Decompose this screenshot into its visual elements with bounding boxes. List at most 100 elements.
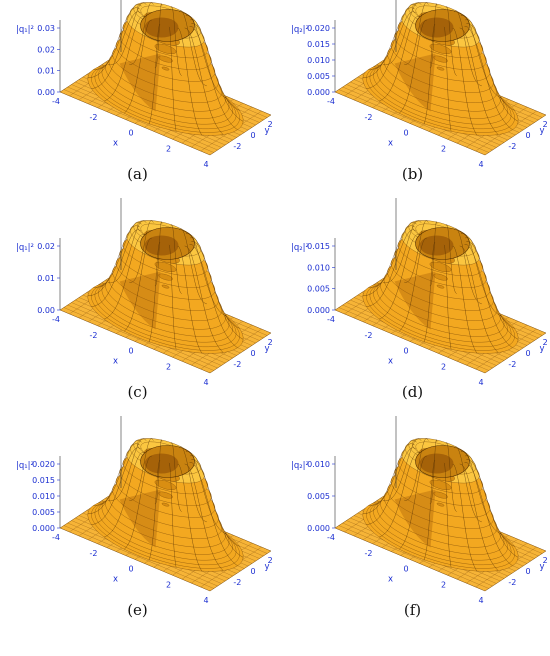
z-tick-label: 0.000 xyxy=(307,306,330,315)
surface-plot-f: 0.000 0.005 0.010|q₂|² -4 -2 0 2 4 x 2 0 -2 y xyxy=(291,416,548,605)
y-axis-label: y xyxy=(540,562,545,572)
y-tick-label: 0 xyxy=(526,349,531,358)
x-tick-label: 0 xyxy=(403,347,408,356)
z-tick-label: 0.02 xyxy=(37,242,55,251)
y-axis: 2 0 -2 y xyxy=(508,120,547,151)
x-tick-label: 4 xyxy=(478,160,483,169)
z-tick-label: 0.01 xyxy=(37,274,55,283)
x-tick-label: 0 xyxy=(128,347,133,356)
z-axis: 0.00 0.01 0.02|q₁|² xyxy=(16,242,60,315)
z-axis-label: |q₂|² xyxy=(291,461,309,471)
y-tick-label: 2 xyxy=(543,556,548,565)
y-axis-label: y xyxy=(265,344,270,354)
x-axis-label: x xyxy=(388,139,393,149)
x-tick-label: 2 xyxy=(166,580,171,589)
x-tick-label: 2 xyxy=(166,144,171,153)
panel-caption: (e) xyxy=(127,601,148,619)
z-tick-label: 0.020 xyxy=(307,24,330,33)
z-tick-label: 0.005 xyxy=(307,285,330,294)
x-axis-label: x xyxy=(388,575,393,585)
panel-b: 0.000 0.005 0.010 0.015 0.020 |q₂|² -4 -2 0 2 4 x 2 0… xyxy=(275,0,550,218)
x-tick-label: 2 xyxy=(166,362,171,371)
y-axis-label: y xyxy=(265,126,270,136)
x-tick-label: 0 xyxy=(128,129,133,138)
volcano-surface xyxy=(87,2,244,136)
x-tick-label: 0 xyxy=(128,565,133,574)
z-tick-label: 0.00 xyxy=(37,88,55,97)
x-tick-label: -4 xyxy=(52,533,60,542)
y-tick-label: 0 xyxy=(251,567,256,576)
z-axis-label: |q₂|² xyxy=(291,243,309,253)
axes-box xyxy=(334,0,397,92)
z-axis: 0.00 0.01 0.02 0.03|q₁|² xyxy=(16,24,60,97)
x-tick-label: 0 xyxy=(403,129,408,138)
x-tick-label: 2 xyxy=(441,362,446,371)
y-axis: 2 0 -2 y xyxy=(508,338,547,369)
x-tick-label: -4 xyxy=(327,533,335,542)
panel-d: 0.000 0.005 0.010 0.015 |q₂|² -4 -2 0 2 4 x 2 0 -2 y (d… xyxy=(275,198,550,436)
panel-f: 0.000 0.005 0.010 |q₂|² -4 -2 0 2 4 x 2 0 -2 y (f) xyxy=(275,416,550,654)
surface-plot-b: 0.000 0.005 0.010 0.015 0.020|q₂|² -4 -2 0 2 4 x 2 0… xyxy=(291,0,548,169)
axes-box xyxy=(59,198,122,310)
axes-box xyxy=(59,0,122,92)
y-axis-label: y xyxy=(540,126,545,136)
x-axis-label: x xyxy=(113,357,118,367)
y-tick-label: 0 xyxy=(526,131,531,140)
z-tick-label: 0.00 xyxy=(37,306,55,315)
z-tick-label: 0.005 xyxy=(307,72,330,81)
x-tick-label: -2 xyxy=(90,549,98,558)
y-tick-label: -2 xyxy=(508,360,516,369)
z-axis-label: |q₂|² xyxy=(291,25,309,35)
surface-plot-d: 0.000 0.005 0.010 0.015|q₂|² -4 -2 0 2 4 x 2 0 -2 y xyxy=(291,198,548,387)
z-tick-label: 0.005 xyxy=(307,492,330,501)
z-tick-label: 0.000 xyxy=(307,88,330,97)
volcano-surface xyxy=(87,438,244,572)
z-tick-label: 0.02 xyxy=(37,45,55,54)
y-tick-label: -2 xyxy=(233,578,241,587)
z-tick-label: 0.010 xyxy=(307,263,330,272)
x-tick-label: -2 xyxy=(365,549,373,558)
x-tick-label: 4 xyxy=(203,160,208,169)
y-tick-label: -2 xyxy=(508,142,516,151)
x-axis: -4 -2 0 2 4 x xyxy=(52,97,209,169)
x-tick-label: 0 xyxy=(403,565,408,574)
y-axis: 2 0 -2 y xyxy=(508,556,547,587)
z-axis-label: |q₁|² xyxy=(16,25,34,35)
z-tick-label: 0.015 xyxy=(32,476,55,485)
z-axis-label: |q₁|² xyxy=(16,243,34,253)
surface-plot-c: 0.00 0.01 0.02|q₁|² -4 -2 0 2 4 x 2 0 -2 y xyxy=(16,198,273,387)
volcano-surface xyxy=(87,220,244,354)
volcano-surface xyxy=(362,2,519,136)
surface-plot-a: 0.00 0.01 0.02 0.03|q₁|² -4 -2 0 2 4 x 2 0 -2 y xyxy=(16,0,273,169)
z-axis: 0.000 0.005 0.010|q₂|² xyxy=(291,460,335,533)
y-tick-label: 0 xyxy=(251,349,256,358)
panel-caption: (d) xyxy=(401,383,424,401)
z-tick-label: 0.015 xyxy=(307,242,330,251)
y-axis-label: y xyxy=(265,562,270,572)
z-axis: 0.000 0.005 0.010 0.015|q₂|² xyxy=(291,242,335,315)
x-tick-label: 4 xyxy=(203,596,208,605)
y-axis: 2 0 -2 y xyxy=(233,338,272,369)
x-tick-label: -2 xyxy=(365,331,373,340)
y-axis-label: y xyxy=(540,344,545,354)
x-tick-label: -2 xyxy=(90,331,98,340)
y-tick-label: 0 xyxy=(526,567,531,576)
volcano-surface xyxy=(362,220,519,354)
x-tick-label: -4 xyxy=(52,97,60,106)
y-tick-label: 2 xyxy=(543,120,548,129)
panel-e: 0.000 0.005 0.010 0.015 0.020 |q₁|² -4 -2 0 2 4 x 2 0… xyxy=(0,416,275,654)
panel-c: 0.00 0.01 0.02 |q₁|² -4 -2 0 2 4 x 2 0 -2 y (c) xyxy=(0,198,275,436)
x-axis: -4 -2 0 2 4 x xyxy=(52,315,209,387)
z-tick-label: 0.020 xyxy=(32,460,55,469)
y-tick-label: -2 xyxy=(508,578,516,587)
x-tick-label: 4 xyxy=(203,378,208,387)
axes-box xyxy=(334,416,397,528)
z-tick-label: 0.010 xyxy=(32,492,55,501)
x-tick-label: -4 xyxy=(327,97,335,106)
axes-box xyxy=(334,198,397,310)
x-tick-label: -2 xyxy=(365,113,373,122)
panel-caption: (b) xyxy=(401,165,424,183)
x-axis: -4 -2 0 2 4 x xyxy=(327,97,484,169)
x-axis-label: x xyxy=(388,357,393,367)
y-tick-label: -2 xyxy=(233,142,241,151)
